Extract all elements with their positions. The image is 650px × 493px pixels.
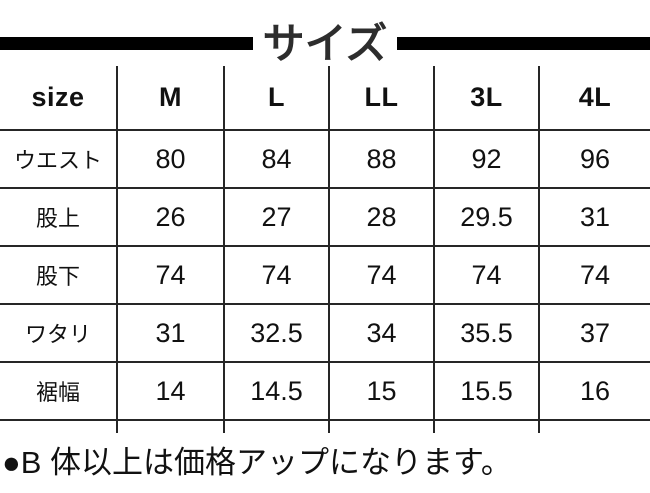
cell-value: 35.5 xyxy=(435,305,540,361)
cell-value: 29.5 xyxy=(435,189,540,245)
row-label: ウエスト xyxy=(0,131,118,187)
cell-value: 74 xyxy=(330,247,435,303)
table-row-inseam: 股下 74 74 74 74 74 xyxy=(0,247,650,305)
cell-value: 74 xyxy=(118,247,225,303)
cell-value: 27 xyxy=(225,189,330,245)
cell-value: 96 xyxy=(579,143,611,174)
cell-value: 16 xyxy=(579,375,611,406)
header-cell-m: M xyxy=(118,66,225,129)
cell-value: 88 xyxy=(330,131,435,187)
cell-value: 74 xyxy=(579,259,611,290)
header-cell-size: size xyxy=(0,66,118,129)
size-table: size M L LL 3L 4L ウエスト 80 84 88 92 96 股上… xyxy=(0,66,650,433)
table-row-waist: ウエスト 80 84 88 92 96 xyxy=(0,131,650,189)
cell-value: 84 xyxy=(225,131,330,187)
cell-value: 14.5 xyxy=(225,363,330,419)
cell-value: 15 xyxy=(330,363,435,419)
cell-value: 37 xyxy=(579,317,611,348)
header-cell-ll: LL xyxy=(330,66,435,129)
cell-value: 74 xyxy=(225,247,330,303)
cell-value: 34 xyxy=(330,305,435,361)
row-label: 股上 xyxy=(0,189,118,245)
title-bar-left xyxy=(0,37,253,50)
cell-value: 26 xyxy=(118,189,225,245)
table-row-thigh: ワタリ 31 32.5 34 35.5 37 xyxy=(0,305,650,363)
cell-value: 14 xyxy=(118,363,225,419)
cell-value: 80 xyxy=(118,131,225,187)
cell-value: 74 xyxy=(435,247,540,303)
cell-value: 15.5 xyxy=(435,363,540,419)
table-row-rise: 股上 26 27 28 29.5 31 xyxy=(0,189,650,247)
row-label: 裾幅 xyxy=(0,363,118,419)
price-note: ●B 体以上は価格アップになります。 xyxy=(2,445,512,480)
table-row-hem: 裾幅 14 14.5 15 15.5 16 xyxy=(0,363,650,421)
title-banner: サイズ xyxy=(0,21,650,66)
header-cell-3l: 3L xyxy=(435,66,540,129)
header-cell-4l: 4L xyxy=(578,82,612,112)
cell-value: 92 xyxy=(435,131,540,187)
title-bar-right xyxy=(397,37,650,50)
header-cell-l: L xyxy=(225,66,330,129)
cell-value: 31 xyxy=(118,305,225,361)
row-label: ワタリ xyxy=(0,305,118,361)
cell-value: 31 xyxy=(579,201,611,232)
page-title: サイズ xyxy=(262,19,388,67)
cell-value: 28 xyxy=(330,189,435,245)
row-label: 股下 xyxy=(0,247,118,303)
cell-value: 32.5 xyxy=(225,305,330,361)
table-gridline-tails xyxy=(0,421,650,433)
table-header-row: size M L LL 3L 4L xyxy=(0,66,650,131)
